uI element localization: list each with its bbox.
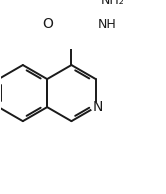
- Text: O: O: [42, 17, 53, 31]
- Text: NH: NH: [98, 18, 117, 31]
- Circle shape: [91, 103, 100, 112]
- Text: N: N: [92, 100, 103, 114]
- Text: NH₂: NH₂: [100, 0, 124, 7]
